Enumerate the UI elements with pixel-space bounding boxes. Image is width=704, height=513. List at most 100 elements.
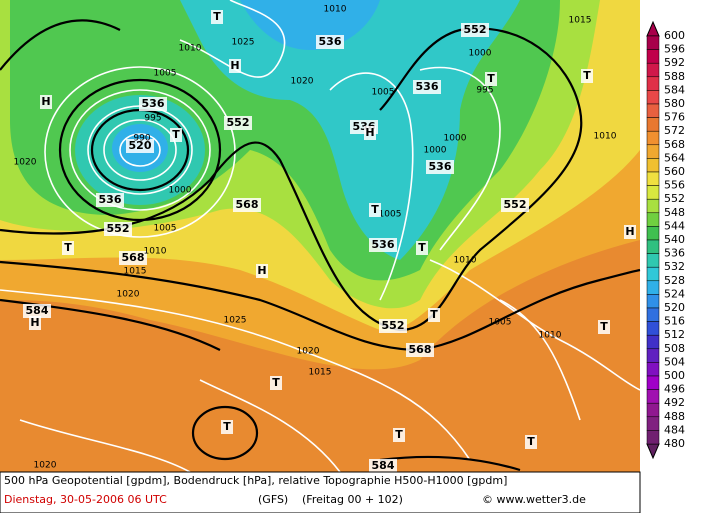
isobar-label: 1010 — [179, 44, 202, 54]
contour-label: 552 — [107, 222, 130, 235]
colorbar-cell — [646, 266, 660, 282]
caption-copyright: © www.wetter3.de — [482, 493, 586, 506]
map — [0, 0, 641, 473]
isobar-label: 1010 — [594, 132, 617, 142]
contour-label: 584 — [372, 459, 395, 472]
contour-label: H — [30, 316, 39, 329]
colorbar-label: 520 — [664, 301, 685, 314]
caption-model: (GFS) — [258, 493, 288, 506]
colorbar-label: 596 — [664, 43, 685, 56]
label-backdrop — [581, 69, 593, 83]
colorbar-label: 492 — [664, 396, 685, 409]
colorbar-cell — [646, 171, 660, 186]
colorbar-label: 572 — [664, 124, 685, 137]
contour-label: H — [41, 95, 50, 108]
colorbar-label: 568 — [664, 138, 685, 151]
colorbar-arrow — [646, 443, 660, 460]
map-labels: 5365525365205365525685685525365365365365… — [14, 5, 636, 473]
isobars — [0, 0, 641, 473]
label-backdrop — [233, 198, 261, 212]
colorbar-cell — [646, 117, 660, 132]
contour-label: T — [583, 69, 591, 82]
contour-label: T — [487, 72, 495, 85]
label-backdrop — [379, 319, 407, 333]
contour-label: 552 — [504, 198, 527, 211]
label-backdrop — [316, 35, 344, 49]
isobar-label: 1000 — [424, 146, 447, 156]
contour-label: 552 — [382, 319, 405, 332]
isobar-label: 990 — [133, 134, 150, 144]
label-backdrop — [406, 343, 434, 357]
contour-label: T — [213, 10, 221, 23]
contour-label: T — [371, 203, 379, 216]
label-backdrop — [369, 238, 397, 252]
contour-label: T — [418, 241, 426, 254]
colorbar-cell — [646, 402, 660, 418]
colorbar-label: 488 — [664, 410, 685, 423]
colorbar-label: 524 — [664, 287, 685, 300]
isobar-label: 1005 — [154, 224, 177, 234]
label-backdrop — [501, 198, 529, 212]
contour-label: T — [64, 241, 72, 254]
contour-label: T — [172, 128, 180, 141]
contour-label: T — [223, 420, 231, 433]
colorbar-label: 588 — [664, 70, 685, 83]
colorbar-cell — [646, 158, 660, 173]
colorbar-label: 592 — [664, 56, 685, 69]
isobar-label: 1020 — [34, 461, 57, 471]
contour-label: 536 — [372, 238, 395, 251]
contour-label: 520 — [129, 139, 152, 152]
label-backdrop — [23, 304, 51, 318]
colorbar-cell — [646, 62, 660, 78]
caption-box — [0, 471, 641, 513]
colorbar-label: 500 — [664, 369, 685, 382]
isobar-label: 1005 — [154, 69, 177, 79]
colorbar-label: 600 — [664, 29, 685, 42]
caption-date: Dienstag, 30-05-2006 06 UTC — [4, 493, 167, 506]
contour-label: 552 — [227, 116, 250, 129]
colorbar-label: 544 — [664, 219, 685, 232]
contour-label: T — [600, 320, 608, 333]
contour-label: H — [625, 225, 634, 238]
label-backdrop — [428, 308, 440, 322]
colorbar-arrow — [646, 20, 660, 37]
isobar-label: 1005 — [379, 210, 402, 220]
colorbar-cell — [646, 294, 660, 309]
label-backdrop — [40, 95, 52, 109]
colorbar-label: 564 — [664, 151, 685, 164]
isobar-label: 995 — [476, 86, 493, 96]
colorbar-cell — [646, 307, 660, 322]
label-backdrop — [369, 459, 397, 473]
colorbar-label: 584 — [664, 83, 685, 96]
colorbar-label: 516 — [664, 315, 685, 328]
colorbar-label: 552 — [664, 192, 685, 205]
label-backdrop — [221, 420, 233, 434]
colorbar-cell — [646, 334, 660, 350]
isobar-label: 1015 — [569, 16, 592, 26]
label-backdrop — [126, 139, 154, 153]
label-backdrop — [256, 264, 268, 278]
isobar-label: 1020 — [117, 290, 140, 300]
colorbar-cell — [646, 321, 660, 336]
isobar-label: 1015 — [124, 267, 147, 277]
caption-run: (Freitag 00 + 102) — [302, 493, 403, 506]
label-backdrop — [624, 225, 636, 239]
colorbar-label: 536 — [664, 247, 685, 260]
colorbar-cell — [646, 103, 660, 118]
colorbar-label: 576 — [664, 111, 685, 124]
label-backdrop — [139, 97, 167, 111]
colorbar-cell — [646, 90, 660, 105]
contour-label: T — [395, 428, 403, 441]
isobar-label: 1020 — [291, 77, 314, 87]
isobar-label: 1020 — [297, 347, 320, 357]
isobar-label: 1000 — [469, 49, 492, 59]
label-backdrop — [416, 241, 428, 255]
isobar-label: 1010 — [539, 331, 562, 341]
colorbar-label: 560 — [664, 165, 685, 178]
isobar-label: 1020 — [14, 158, 37, 168]
label-backdrop — [369, 203, 381, 217]
colorbar-cell — [646, 226, 660, 241]
contour-label: 536 — [99, 193, 122, 206]
isobar-label: 1015 — [309, 368, 332, 378]
